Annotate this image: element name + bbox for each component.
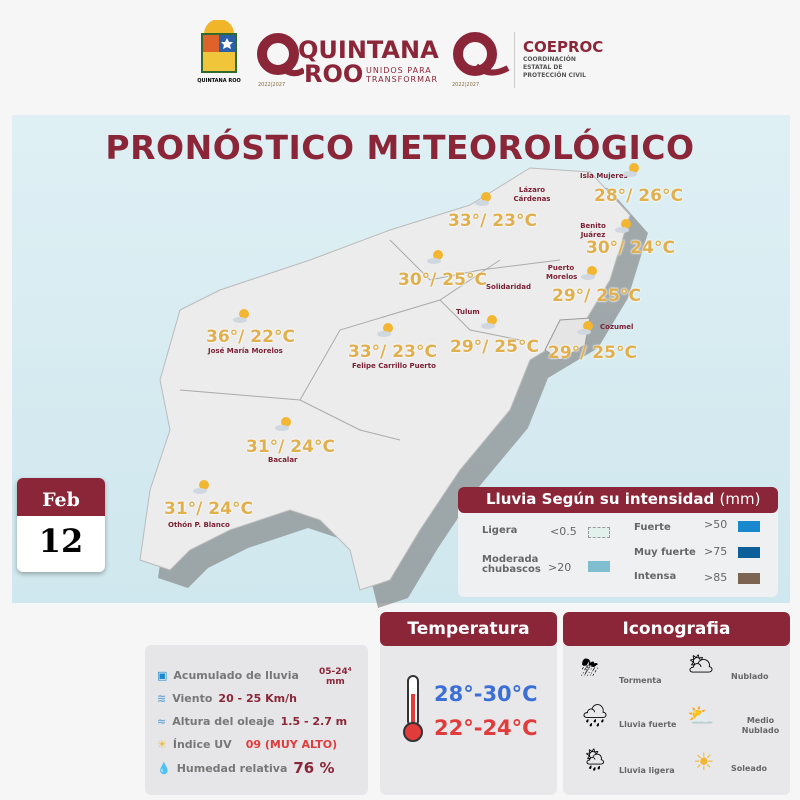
city-label: Solidaridad: [486, 283, 531, 291]
city-temp: 33°/ 23°C: [448, 211, 537, 231]
page-title: PRONÓSTICO METEOROLÓGICO: [105, 128, 695, 167]
date-month: Feb: [17, 478, 105, 516]
temperature-panel: Temperatura 28°-30°C 22°-24°C: [380, 612, 557, 795]
city-label: Isla Mujeres: [580, 172, 628, 180]
sunny-icon: ☀: [693, 748, 715, 776]
header: QUINTANA ROO QUINTANA ROO UNIDOS PARA TRA…: [0, 0, 800, 110]
city-label: Cozumel: [600, 323, 634, 331]
coeproc-logo: COEPROC COORDINACIÓN ESTATAL DE PROTECCIÓN…: [523, 38, 604, 79]
city-temp: 30°/ 25°C: [398, 270, 487, 290]
waves-icon: ≈: [157, 715, 167, 728]
legend-swatch-ligera: [588, 527, 610, 538]
city-label: Othón P. Blanco: [168, 521, 230, 529]
partly-cloudy-icon: ⛅: [687, 704, 715, 729]
city-label: Lázaro Cárdenas: [513, 186, 551, 203]
city-temp: 36°/ 22°C: [206, 327, 295, 347]
divider: [514, 32, 515, 88]
date-day: 12: [38, 522, 84, 560]
city-label: Puerto Morelos: [546, 264, 578, 281]
max-temp: 28°-30°C: [434, 682, 538, 706]
city-temp: 30°/ 24°C: [586, 238, 675, 258]
city-temp: 33°/ 23°C: [348, 342, 437, 362]
city-label: Felipe Carrillo Puerto: [352, 362, 436, 370]
thermometer-icon: [403, 675, 423, 742]
legend-swatch-moderada: [588, 561, 610, 572]
heavy-rain-icon: 🌧: [581, 704, 609, 729]
temperature-title: Temperatura: [380, 612, 557, 646]
humidity-drop-icon: 💧: [157, 761, 171, 775]
rain-legend: Lluvia Según su intensidad (mm) Ligera <…: [458, 487, 778, 597]
city-temp: 29°/ 25°C: [548, 343, 637, 363]
city-label: Tulum: [456, 308, 480, 316]
wind-icon: ≋: [157, 692, 167, 705]
legend-swatch-intensa: [738, 573, 760, 584]
city-temp: 29°/ 25°C: [450, 337, 539, 357]
legend-title: Lluvia Según su intensidad (mm): [458, 487, 778, 513]
legend-swatch-muy-fuerte: [738, 547, 760, 558]
legend-swatch-fuerte: [738, 521, 760, 532]
uv-sun-icon: ☀: [157, 738, 167, 751]
weather-info-panel: ▣ Acumulado de lluvia 05-24⁴ mm ≋ Viento 20 …: [145, 645, 368, 795]
iconography-panel: Iconografia ⛈ Tormenta 🌥 Nublado 🌧 Lluvi…: [563, 612, 790, 795]
iconography-title: Iconografia: [563, 612, 790, 646]
storm-icon: ⛈: [581, 656, 599, 681]
city-temp: 31°/ 24°C: [246, 437, 335, 457]
q-logo: 2022|2027: [450, 30, 510, 90]
city-temp: 31°/ 24°C: [164, 499, 253, 519]
cloudy-icon: 🌥: [687, 652, 715, 677]
quintana-roo-logo: QUINTANA ROO UNIDOS PARA TRANSFORMAR 2022…: [257, 33, 439, 88]
min-temp: 22°-24°C: [434, 716, 538, 740]
city-label: Bacalar: [268, 456, 298, 464]
city-temp: 29°/ 25°C: [552, 286, 641, 306]
city-label: José María Morelos: [208, 347, 283, 355]
city-temp: 28°/ 26°C: [594, 186, 683, 206]
date-badge: Feb 12: [17, 478, 105, 572]
rain-gauge-icon: ▣: [157, 669, 168, 682]
light-rain-icon: 🌦: [581, 748, 609, 773]
city-label: Benito Juárez: [580, 222, 606, 239]
state-coat-of-arms-logo: QUINTANA ROO: [196, 19, 242, 84]
